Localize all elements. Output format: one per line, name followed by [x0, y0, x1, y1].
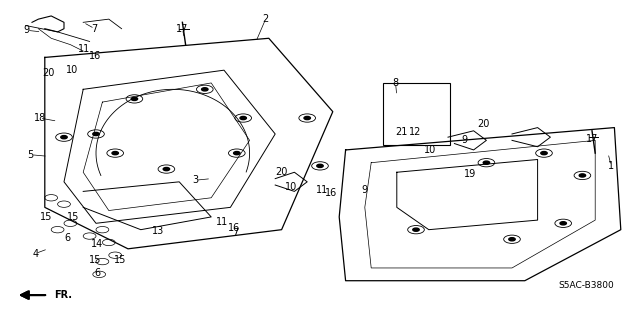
Circle shape [163, 167, 170, 171]
Text: 19: 19 [464, 169, 477, 179]
Bar [383, 83, 450, 145]
Circle shape [234, 152, 240, 155]
Circle shape [240, 116, 246, 120]
Text: 20: 20 [477, 119, 490, 130]
Text: 11: 11 [216, 217, 228, 227]
Circle shape [61, 136, 67, 139]
Circle shape [317, 164, 323, 167]
Text: 14: 14 [91, 239, 104, 249]
Text: 15: 15 [88, 255, 101, 265]
Text: 16: 16 [88, 51, 101, 61]
Text: 20: 20 [42, 68, 54, 78]
Text: 10: 10 [65, 65, 78, 75]
Circle shape [93, 132, 99, 136]
Circle shape [112, 152, 118, 155]
Circle shape [483, 161, 490, 164]
Text: 2: 2 [262, 14, 269, 24]
Text: 7: 7 [232, 228, 239, 238]
Text: S5AC-B3800: S5AC-B3800 [559, 281, 614, 290]
Text: 3: 3 [192, 175, 198, 185]
Text: 18: 18 [33, 113, 46, 123]
Text: 7: 7 [92, 24, 98, 34]
Text: 16: 16 [227, 223, 240, 233]
Text: 8: 8 [392, 78, 399, 88]
Circle shape [579, 174, 586, 177]
Text: 17: 17 [176, 24, 189, 34]
Text: 11: 11 [316, 185, 329, 195]
Text: 10: 10 [424, 145, 436, 155]
Text: 9: 9 [24, 25, 30, 35]
Text: 4: 4 [32, 249, 38, 259]
Text: 13: 13 [152, 226, 164, 236]
Text: 12: 12 [408, 127, 421, 137]
Text: 15: 15 [67, 212, 80, 222]
Circle shape [509, 238, 515, 241]
Text: 11: 11 [78, 44, 91, 55]
Circle shape [560, 222, 566, 225]
Text: 21: 21 [395, 127, 408, 137]
Text: FR.: FR. [54, 290, 72, 300]
Text: 1: 1 [608, 161, 614, 171]
Circle shape [304, 116, 310, 120]
Text: 9: 9 [461, 135, 467, 145]
Text: 6: 6 [94, 268, 100, 278]
Text: 15: 15 [114, 255, 127, 265]
Text: 9: 9 [362, 185, 368, 195]
Circle shape [131, 97, 138, 100]
Text: 10: 10 [285, 182, 298, 192]
Text: 16: 16 [325, 188, 338, 198]
Text: 5: 5 [28, 150, 34, 160]
FancyArrowPatch shape [21, 291, 45, 299]
Circle shape [413, 228, 419, 231]
Text: 15: 15 [40, 212, 52, 222]
Circle shape [541, 152, 547, 155]
Circle shape [202, 88, 208, 91]
Text: 17: 17 [586, 134, 598, 144]
Text: 6: 6 [64, 233, 70, 243]
Text: 20: 20 [275, 167, 288, 177]
